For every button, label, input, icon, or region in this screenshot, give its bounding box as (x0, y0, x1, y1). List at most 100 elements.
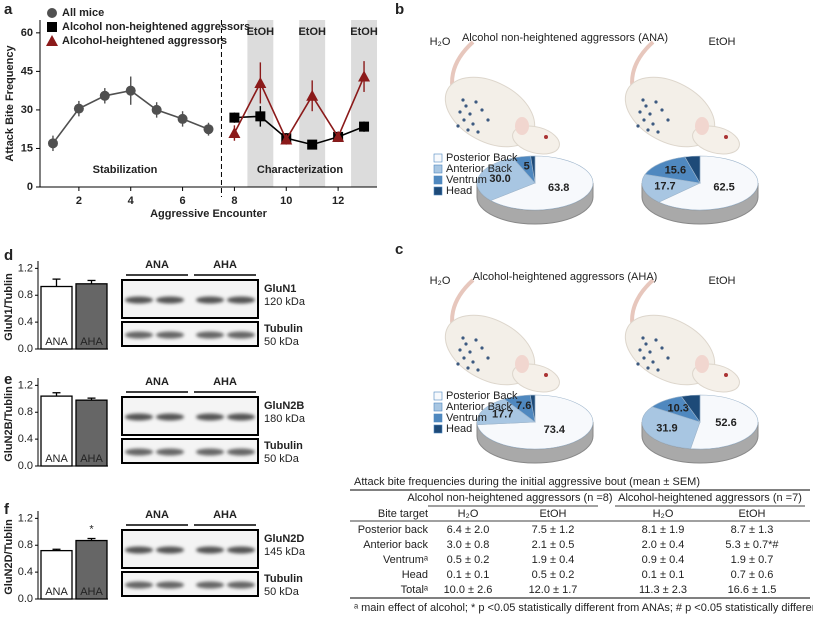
pie-slice (684, 155, 701, 185)
legend-label: Posterior Back (446, 390, 518, 402)
annotation: Characterization (257, 164, 343, 176)
blot-band (196, 413, 224, 421)
marker (254, 76, 267, 88)
pie-value-label: 7.6 (516, 400, 531, 412)
table-cell: Totalᵃ (401, 584, 429, 596)
marker (203, 124, 214, 135)
x-tick-label: 2 (76, 195, 82, 207)
y-tick-label: 30 (21, 104, 33, 116)
marker (255, 111, 266, 122)
blot-target-size: 120 kDa (264, 296, 306, 308)
blot-band (125, 296, 153, 304)
table-title: Attack bite frequencies during the initi… (354, 476, 700, 488)
marker (228, 127, 241, 139)
blot-band (125, 331, 153, 339)
etoh-label: EtOH (247, 26, 275, 38)
y-axis-label: Attack Bite Frequency (4, 45, 16, 162)
pie-slice (641, 174, 702, 203)
y-tick-label: 0.4 (18, 316, 33, 328)
table-cell: 6.4 ± 2.0 (447, 524, 490, 536)
panel-label: d (4, 247, 13, 264)
y-tick-label: 0.0 (18, 343, 33, 355)
condition-label: EtOH (709, 36, 736, 48)
pie-slice (530, 155, 536, 184)
marker (47, 138, 58, 149)
legend-swatch (433, 153, 443, 163)
y-tick-label: 0.8 (18, 289, 33, 301)
marker (280, 133, 293, 145)
y-axis-label: GluN2B/Tublin (3, 386, 15, 462)
blot-group-label: AHA (213, 376, 237, 388)
etoh-label: EtOH (350, 26, 378, 38)
legend-swatch (433, 402, 443, 412)
blot-band (227, 581, 255, 589)
legend-label: Posterior Back (446, 152, 518, 164)
blot-band (156, 448, 184, 456)
y-tick-label: 45 (21, 65, 33, 77)
marker (359, 121, 370, 132)
table-cell: 0.5 ± 0.2 (532, 569, 575, 581)
marker (151, 104, 162, 115)
etoh-band (351, 20, 377, 187)
pie-slice (529, 394, 536, 423)
pie-slice (690, 394, 759, 450)
table-group-header: Alcohol non-heightened aggressors (n =8) (407, 492, 612, 504)
marker (99, 90, 110, 101)
rat-image (611, 278, 745, 393)
x-tick-label: 10 (280, 195, 292, 207)
marker (358, 70, 371, 82)
pie-value-label: 30.0 (489, 173, 510, 185)
x-tick-label: 4 (128, 195, 135, 207)
y-tick-label: 0.4 (18, 566, 33, 578)
annotation: Stabilization (93, 164, 158, 176)
legend-label: Ventrum (446, 412, 487, 424)
pie-value-label: 73.4 (544, 424, 566, 436)
y-tick-label: 0.8 (18, 539, 33, 551)
table-column-header: EtOH (540, 508, 567, 520)
blot-band (156, 331, 184, 339)
pie-slice (476, 157, 536, 201)
blot-band (125, 448, 153, 456)
bar-label: ANA (45, 453, 68, 465)
pie-value-label: 62.5 (713, 182, 734, 194)
bar (75, 399, 108, 467)
blot-group-label: AHA (213, 259, 237, 271)
pie-slice (644, 156, 701, 184)
y-axis-label: GluN2D/Tublin (3, 519, 15, 595)
blot-band (227, 546, 255, 554)
blot-target-label: GluN1 (264, 283, 296, 295)
condition-label: H₂O (430, 36, 451, 48)
table-column-header: EtOH (739, 508, 766, 520)
pie-slice (490, 155, 594, 211)
pie-slice (476, 398, 536, 426)
bar (40, 549, 73, 600)
legend-label: Alcohol-heightened aggressors (62, 35, 227, 47)
blot-control-label: Tubulin (264, 323, 303, 335)
table-cell: Ventrumᵃ (383, 554, 429, 566)
y-axis-label: GluN1/Tublin (3, 273, 15, 341)
table-cell: 7.5 ± 1.2 (532, 524, 575, 536)
legend-label: All mice (62, 7, 104, 19)
table-cell: 11.3 ± 2.3 (639, 584, 687, 596)
legend-swatch (433, 413, 443, 423)
legend-label: Ventrum (446, 174, 487, 186)
pie-value-label: 17.7 (654, 181, 675, 193)
blot-band (156, 413, 184, 421)
panel-label: b (395, 1, 404, 18)
blot-control-label: Tubulin (264, 440, 303, 452)
rat-image (431, 40, 565, 155)
table-group-header: Alcohol-heightened aggressors (n =7) (618, 492, 802, 504)
table-footnote: ᵃ main effect of alcohol; * p <0.05 stat… (354, 602, 813, 614)
pie-value-label: 17.7 (492, 409, 513, 421)
blot-band (125, 413, 153, 421)
blot-band (227, 296, 255, 304)
blot-band (196, 296, 224, 304)
marker (47, 8, 57, 18)
condition-label: EtOH (709, 275, 736, 287)
blot-band (227, 331, 255, 339)
table-cell: 10.0 ± 2.6 (444, 584, 493, 596)
bar-label: AHA (80, 336, 103, 348)
blot-group-label: ANA (145, 376, 169, 388)
blot-band (196, 546, 224, 554)
table-column-header: H₂O (458, 508, 479, 520)
